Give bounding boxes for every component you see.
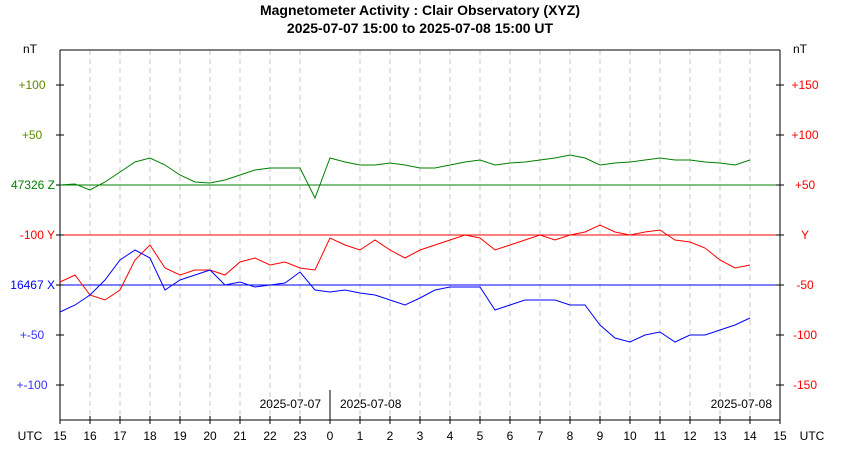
x-tick-label: 0 <box>327 429 334 443</box>
x-tick-label: 10 <box>623 429 637 443</box>
chart-title: Magnetometer Activity : Clair Observator… <box>260 2 580 18</box>
x-tick-label: 9 <box>597 429 604 443</box>
left-unit-label: nT <box>23 42 38 56</box>
x-axis-label: UTC <box>18 429 43 443</box>
x-tick-label: 17 <box>113 429 127 443</box>
x-tick-label: 5 <box>477 429 484 443</box>
chart-subtitle: 2025-07-07 15:00 to 2025-07-08 15:00 UT <box>287 20 554 36</box>
left-axis-label: +-100 <box>16 378 47 392</box>
x-tick-label: 12 <box>683 429 697 443</box>
x-tick-label: 23 <box>293 429 307 443</box>
series-x-line <box>59 249 751 343</box>
right-axis-label: +100 <box>791 128 818 142</box>
x-tick-label: 14 <box>743 429 757 443</box>
x-tick-label: 18 <box>143 429 157 443</box>
x-tick-label: 2 <box>387 429 394 443</box>
x-axis-label-right: UTC <box>800 429 825 443</box>
left-axis-label: 47326 Z <box>11 178 55 192</box>
x-tick-label: 7 <box>537 429 544 443</box>
left-axis-label: -100 Y <box>20 228 55 242</box>
right-unit-label: nT <box>793 42 808 56</box>
x-tick-label: 8 <box>567 429 574 443</box>
left-axis-label: +100 <box>18 78 45 92</box>
right-axis-label: -50 <box>796 278 814 292</box>
right-axis-label: +50 <box>795 178 816 192</box>
date-label-end: 2025-07-08 <box>711 397 773 411</box>
date-label-midnight: 2025-07-08 <box>340 397 402 411</box>
x-tick-label: 3 <box>417 429 424 443</box>
left-axis-label: +50 <box>22 128 43 142</box>
right-axis-label: -100 <box>793 328 817 342</box>
x-tick-label: 11 <box>654 429 667 443</box>
x-tick-label: 15 <box>53 429 67 443</box>
x-tick-label: 21 <box>233 429 247 443</box>
x-tick-label: 6 <box>507 429 514 443</box>
x-tick-label: 1 <box>357 429 364 443</box>
date-label-start: 2025-07-07 <box>260 397 322 411</box>
x-tick-label: 20 <box>203 429 217 443</box>
left-axis-label: +-50 <box>20 328 45 342</box>
right-axis-label: Y <box>801 228 809 242</box>
x-tick-label: 13 <box>713 429 727 443</box>
right-axis-label: -150 <box>793 378 817 392</box>
x-tick-label: 4 <box>447 429 454 443</box>
x-tick-label: 16 <box>83 429 97 443</box>
left-axis-label: 16467 X <box>10 278 55 292</box>
series-y-line <box>59 224 751 301</box>
right-axis-label: +150 <box>791 78 818 92</box>
series-z-line <box>59 154 751 200</box>
x-tick-label: 19 <box>173 429 187 443</box>
x-tick-label: 22 <box>263 429 277 443</box>
x-tick-label: 15 <box>773 429 787 443</box>
